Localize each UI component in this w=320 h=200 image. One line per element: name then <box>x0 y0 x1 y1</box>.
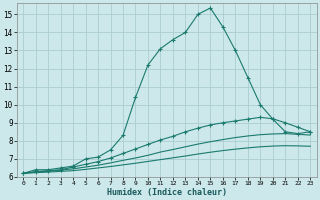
X-axis label: Humidex (Indice chaleur): Humidex (Indice chaleur) <box>107 188 227 197</box>
